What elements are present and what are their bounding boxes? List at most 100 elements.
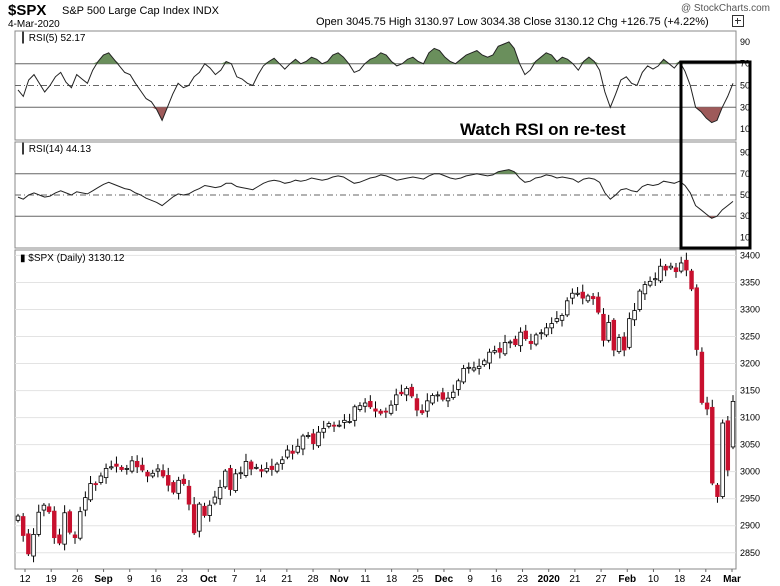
rsi5-ytick: 70 — [740, 59, 750, 69]
rsi5-overbought-fill — [322, 52, 349, 64]
price-ytick: 2900 — [740, 521, 760, 531]
candle-up — [658, 265, 663, 282]
candle-up — [342, 419, 347, 423]
candle-down — [663, 265, 668, 271]
x-tick-label: 23 — [177, 574, 189, 585]
rsi5-ytick: 50 — [740, 81, 750, 91]
candle-up — [642, 284, 648, 295]
candle-down — [269, 465, 275, 470]
highlight-box — [679, 60, 752, 250]
candle-up — [31, 533, 36, 557]
rsi5-overbought-fill — [455, 41, 520, 64]
candle-down — [699, 351, 705, 403]
candle-up — [492, 350, 497, 353]
rsi5-line — [17, 41, 734, 124]
candle-down — [523, 330, 528, 340]
x-axis: 12 19 26 Sep 9 16 23 Oct 7 14 21 28 Nov 11 18 25 Dec 9 16 2… — [19, 569, 741, 585]
x-tick-label: Oct — [200, 574, 217, 585]
candle-up — [637, 290, 642, 310]
price-ytick: 3400 — [740, 250, 760, 260]
candle-down — [689, 270, 694, 290]
x-tick-label: 9 — [467, 574, 473, 585]
quote-summary: Open 3045.75 High 3130.97 Low 3034.38 Cl… — [316, 16, 709, 28]
candle-down — [52, 510, 57, 539]
candle-down — [684, 259, 689, 271]
candle-down — [414, 398, 420, 411]
candle-up — [124, 468, 130, 470]
candle-up — [98, 475, 104, 483]
candle-up — [109, 466, 114, 469]
price-ytick: 3350 — [740, 277, 760, 287]
rsi5-overbought-fill — [402, 57, 424, 64]
candle-up — [352, 406, 357, 421]
candle-down — [694, 287, 699, 350]
chart-date: 4-Mar-2020 — [8, 19, 60, 30]
x-tick-label: 9 — [127, 574, 133, 585]
x-tick-label: 23 — [517, 574, 529, 585]
plus-icon[interactable] — [732, 15, 744, 27]
candle-down — [399, 391, 404, 395]
candle-up — [321, 428, 326, 433]
rsi5-overbought-fill — [220, 61, 232, 64]
x-tick-label: 2020 — [538, 574, 561, 585]
candle-down — [119, 466, 124, 470]
candle-up — [103, 468, 109, 479]
candle-up — [461, 368, 466, 383]
rsi5-overbought-fill — [530, 52, 573, 64]
rsi14-ytick: 70 — [740, 169, 750, 179]
x-tick-label: Mar — [723, 574, 741, 585]
rsi5-ytick: 90 — [740, 37, 750, 47]
candle-up — [404, 388, 409, 396]
x-tick-label: 18 — [674, 574, 686, 585]
candle-down — [590, 296, 596, 300]
candle-down — [368, 400, 373, 408]
x-tick-label: 7 — [232, 574, 238, 585]
candle-up — [606, 322, 611, 341]
x-tick-label: 24 — [700, 574, 712, 585]
candle-up — [487, 351, 492, 364]
price-ytick: 3100 — [740, 413, 760, 423]
rsi5-label: ┃ RSI(5) 52.17 — [20, 31, 86, 44]
candle-down — [191, 504, 197, 534]
candle-up — [41, 504, 47, 511]
rsi14-overbought-fill — [492, 169, 520, 174]
candle-down — [497, 348, 503, 353]
candle-up — [570, 292, 575, 299]
exchange: INDX — [192, 5, 219, 17]
x-tick-label: Dec — [435, 574, 454, 585]
candle-up — [471, 367, 477, 371]
rsi14-ytick: 90 — [740, 148, 750, 158]
candle-up — [616, 337, 622, 353]
candle-up — [150, 472, 155, 477]
rsi5-ytick: 10 — [740, 124, 750, 134]
price-ytick: 3000 — [740, 467, 760, 477]
candle-up — [544, 327, 549, 336]
rsi14-line — [17, 169, 734, 219]
candle-down — [202, 505, 207, 516]
candle-down — [710, 406, 715, 484]
security-name-text: S&P 500 Large Cap Index — [62, 5, 190, 17]
candle-down — [26, 533, 31, 555]
x-tick-label: 16 — [491, 574, 503, 585]
candle-up — [300, 435, 306, 450]
candle-up — [254, 466, 259, 469]
annotation-layer: Watch RSI on re-test — [460, 60, 752, 250]
candle-down — [621, 336, 627, 351]
rsi14-ytick: 10 — [740, 232, 750, 242]
candle-up — [316, 431, 321, 447]
candle-down — [67, 511, 73, 533]
candle-up — [445, 397, 451, 402]
candle-up — [280, 459, 285, 464]
annotation-text: Watch RSI on re-test — [460, 120, 626, 139]
rsi14-label: ┃ RSI(14) 44.13 — [20, 142, 91, 155]
candle-down — [228, 468, 233, 490]
candle-down — [704, 402, 710, 410]
candle-up — [482, 360, 487, 366]
candle-up — [238, 472, 244, 475]
candle-down — [248, 461, 254, 470]
candle-up — [627, 318, 632, 348]
price-ytick: 2850 — [740, 548, 760, 558]
candle-up — [435, 394, 440, 397]
candle-down — [171, 482, 176, 493]
